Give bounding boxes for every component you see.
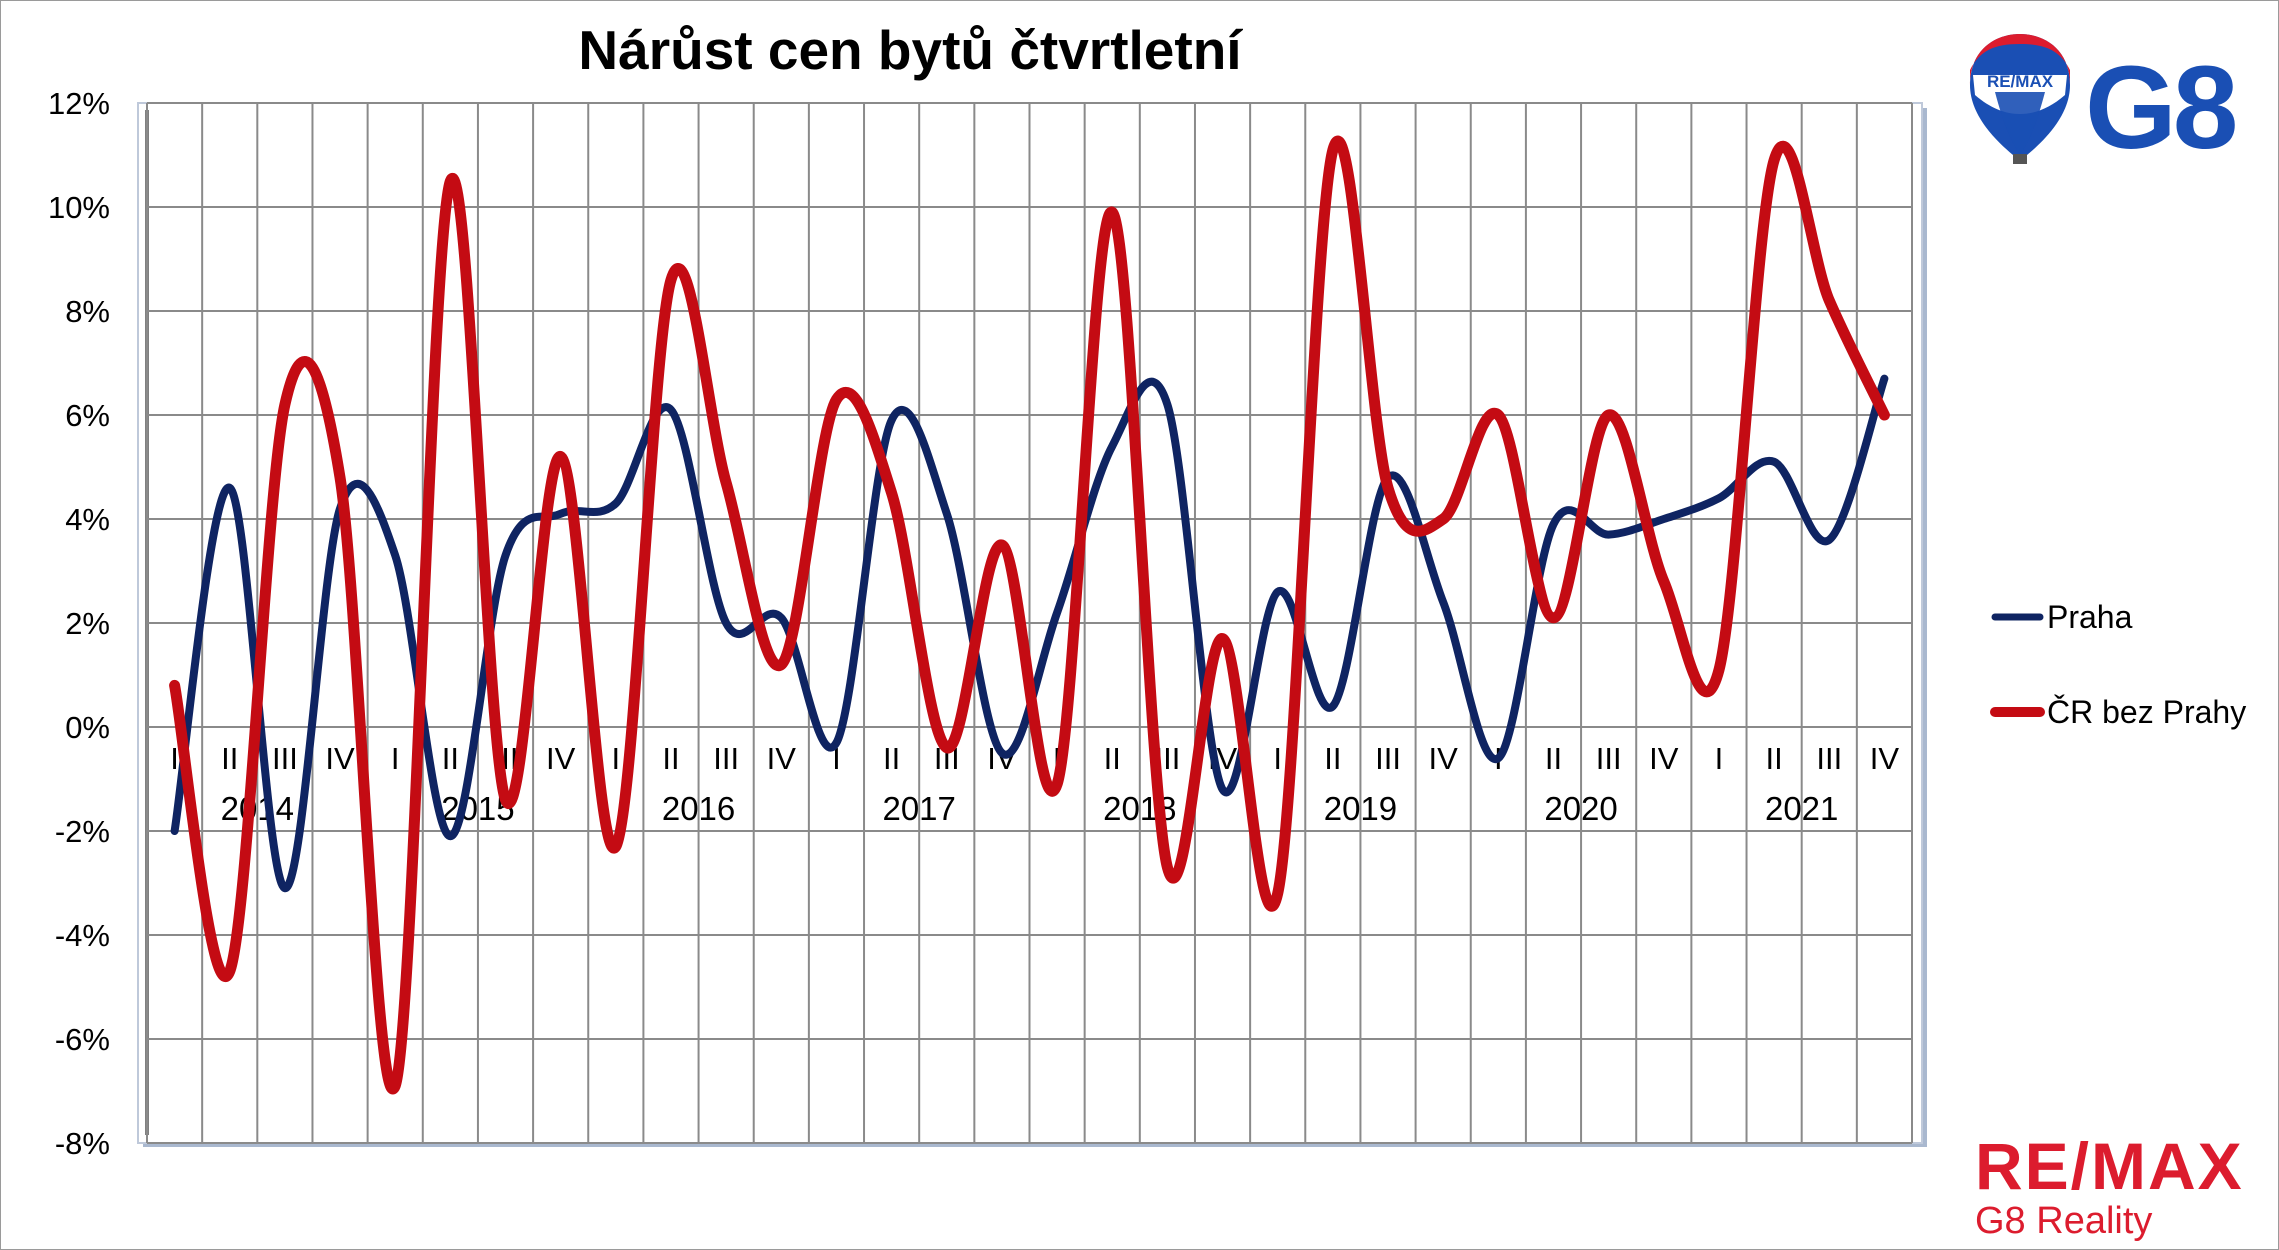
x-tick-quarter: IV (767, 741, 797, 776)
x-tick-quarter: I (391, 741, 400, 776)
y-tick-label: 10% (48, 190, 110, 225)
x-tick-quarter: IV (546, 741, 576, 776)
x-tick-year: 2017 (882, 790, 955, 827)
y-tick-label: 6% (65, 398, 110, 433)
y-tick-label: 2% (65, 606, 110, 641)
chart-title: Nárůst cen bytů čtvrtletní (578, 19, 1242, 81)
legend-label: ČR bez Prahy (2047, 694, 2246, 730)
y-axis-ticks: 12% 10% 8% 6% 4% 2% 0% -2% -4% -6% -8% (48, 86, 110, 1161)
x-axis-ticks: I II III IV I II III IV I II III IV I II III IV I II III IV… (170, 741, 1899, 827)
x-tick-quarter: I (612, 741, 621, 776)
balloon-text: RE/MAX (1987, 72, 2054, 91)
y-tick-label: 4% (65, 502, 110, 537)
x-tick-quarter: I (832, 741, 841, 776)
y-tick-label: 8% (65, 294, 110, 329)
g8-mark: G8 (2085, 42, 2235, 170)
y-tick-label: -6% (55, 1022, 110, 1057)
x-tick-quarter: IV (1429, 741, 1459, 776)
x-tick-quarter: II (221, 741, 238, 776)
y-tick-label: -4% (55, 918, 110, 953)
x-tick-quarter: III (1816, 741, 1842, 776)
x-tick-quarter: II (1765, 741, 1782, 776)
x-tick-quarter: I (1273, 741, 1282, 776)
y-tick-label: -8% (55, 1126, 110, 1161)
x-tick-quarter: III (1596, 741, 1622, 776)
y-tick-label: -2% (55, 814, 110, 849)
brand-name: RE/MAX (1975, 1129, 2244, 1203)
x-tick-quarter: II (1104, 741, 1121, 776)
y-tick-label: 12% (48, 86, 110, 121)
brand-footer: RE/MAX G8 Reality (1975, 1133, 2244, 1243)
legend: Praha ČR bez Prahy (1990, 599, 2246, 730)
brand-subtitle: G8 Reality (1975, 1200, 2153, 1242)
x-tick-quarter: IV (325, 741, 355, 776)
remax-g8-logo: RE/MAX G8 (1965, 30, 2255, 174)
x-tick-quarter: I (1715, 741, 1724, 776)
x-tick-year: 2019 (1324, 790, 1397, 827)
x-tick-quarter: IV (1649, 741, 1679, 776)
x-tick-quarter: III (1375, 741, 1401, 776)
x-tick-year: 2016 (662, 790, 735, 827)
x-tick-quarter: I (170, 741, 179, 776)
x-tick-year: 2014 (221, 790, 294, 827)
x-tick-year: 2021 (1765, 790, 1838, 827)
x-tick-quarter: IV (1870, 741, 1900, 776)
x-tick-quarter: II (883, 741, 900, 776)
x-tick-quarter: II (662, 741, 679, 776)
x-tick-quarter: II (1545, 741, 1562, 776)
x-tick-quarter: II (442, 741, 459, 776)
series-line-cr-bez-prahy (169, 135, 1890, 1095)
series-lines (169, 135, 1890, 1095)
x-tick-quarter: II (1324, 741, 1341, 776)
x-tick-quarter: III (713, 741, 739, 776)
y-tick-label: 0% (65, 710, 110, 745)
x-tick-quarter: III (272, 741, 298, 776)
balloon-icon: RE/MAX (1970, 34, 2070, 164)
legend-label: Praha (2047, 599, 2133, 635)
x-tick-year: 2020 (1544, 790, 1617, 827)
